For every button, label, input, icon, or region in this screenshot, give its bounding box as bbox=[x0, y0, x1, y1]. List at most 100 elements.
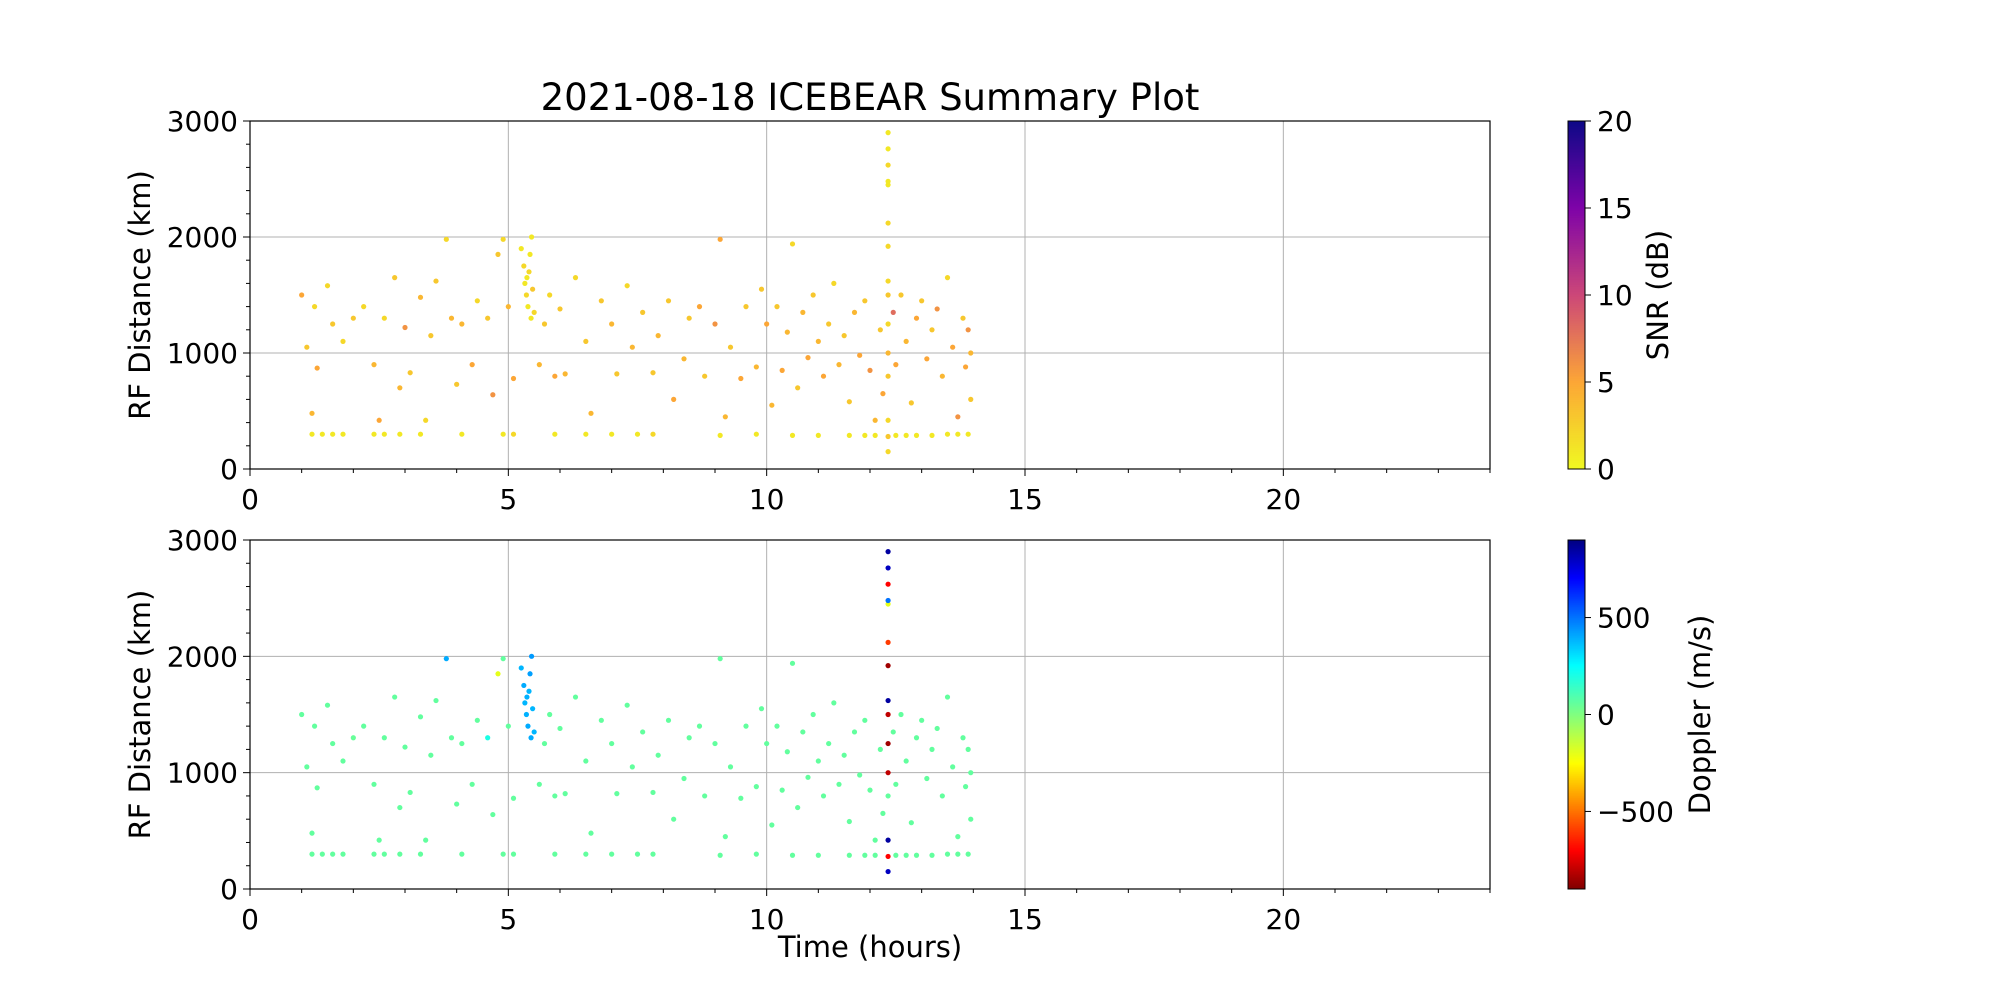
colorbar-segment bbox=[1568, 735, 1585, 737]
colorbar-segment bbox=[1568, 727, 1585, 729]
colorbar-segment bbox=[1568, 141, 1585, 143]
data-point bbox=[831, 700, 837, 706]
data-point bbox=[417, 294, 424, 300]
colorbar-segment bbox=[1568, 573, 1585, 575]
colorbar-segment bbox=[1568, 729, 1585, 731]
data-point bbox=[381, 315, 387, 321]
colorbar-segment bbox=[1568, 733, 1585, 735]
data-point bbox=[784, 749, 790, 755]
colorbar-segment bbox=[1568, 619, 1585, 621]
colorbar-segment bbox=[1568, 266, 1585, 268]
data-point bbox=[696, 304, 703, 310]
data-point bbox=[423, 417, 429, 423]
colorbar-segment bbox=[1568, 419, 1585, 421]
colorbar-segment bbox=[1568, 740, 1585, 742]
data-point bbox=[846, 818, 852, 825]
colorbar-segment bbox=[1568, 260, 1585, 262]
colorbar-segment bbox=[1568, 297, 1585, 299]
data-point bbox=[522, 700, 528, 706]
data-point bbox=[624, 702, 630, 708]
colorbar-segment bbox=[1568, 248, 1585, 250]
data-point bbox=[629, 764, 635, 770]
data-point bbox=[407, 789, 413, 796]
data-point bbox=[779, 367, 785, 373]
colorbar-segment bbox=[1568, 702, 1585, 704]
colorbar-segment bbox=[1568, 448, 1585, 450]
colorbar-segment bbox=[1568, 332, 1585, 334]
colorbar-segment bbox=[1568, 210, 1585, 212]
data-point bbox=[495, 671, 501, 677]
colorbar-segment bbox=[1568, 281, 1585, 283]
colorbar-segment bbox=[1568, 850, 1585, 852]
colorbar-segment bbox=[1568, 325, 1585, 327]
colorbar-segment bbox=[1568, 364, 1585, 366]
colorbar-segment bbox=[1568, 390, 1585, 392]
data-point bbox=[392, 275, 398, 281]
colorbar-segment bbox=[1568, 149, 1585, 151]
colorbar-segment bbox=[1568, 164, 1585, 166]
colorbar-segment bbox=[1568, 872, 1585, 874]
colorbar-segment bbox=[1568, 572, 1585, 574]
data-point bbox=[764, 321, 770, 327]
colorbar-segment bbox=[1568, 597, 1585, 599]
colorbar-segment bbox=[1568, 296, 1585, 298]
colorbar-segment bbox=[1568, 205, 1585, 207]
colorbar-segment bbox=[1568, 847, 1585, 849]
data-point bbox=[810, 292, 816, 298]
colorbar-segment bbox=[1568, 247, 1585, 249]
data-point bbox=[890, 729, 896, 735]
data-point bbox=[459, 851, 465, 857]
data-point bbox=[820, 373, 827, 379]
colorbar-segment bbox=[1568, 250, 1585, 252]
data-point bbox=[753, 851, 759, 857]
colorbar-segment bbox=[1568, 561, 1585, 563]
data-point bbox=[527, 251, 533, 257]
data-point bbox=[939, 373, 945, 379]
colorbar-segment bbox=[1568, 555, 1585, 557]
x-tick-label: 20 bbox=[1266, 483, 1302, 516]
colorbar-segment bbox=[1568, 649, 1585, 651]
colorbar-segment bbox=[1568, 694, 1585, 696]
colorbar-segment bbox=[1568, 191, 1585, 193]
data-point bbox=[795, 804, 801, 811]
data-point bbox=[727, 344, 734, 350]
data-point bbox=[717, 236, 723, 242]
x-axis-label: Time (hours) bbox=[777, 930, 962, 964]
colorbar-segment bbox=[1568, 156, 1585, 158]
colorbar-segment bbox=[1568, 459, 1585, 461]
colorbar-segment bbox=[1568, 402, 1585, 404]
colorbar-segment bbox=[1568, 354, 1585, 356]
colorbar-segment bbox=[1568, 189, 1585, 191]
colorbar-segment bbox=[1568, 603, 1585, 605]
colorbar-segment bbox=[1568, 828, 1585, 830]
colorbar-segment bbox=[1568, 397, 1585, 399]
colorbar-segment bbox=[1568, 691, 1585, 693]
colorbar-segment bbox=[1568, 737, 1585, 739]
colorbar-segment bbox=[1568, 418, 1585, 420]
colorbar-segment bbox=[1568, 604, 1585, 606]
colorbar-segment bbox=[1568, 541, 1585, 543]
colorbar-segment bbox=[1568, 817, 1585, 819]
colorbar-segment bbox=[1568, 799, 1585, 801]
data-point bbox=[944, 694, 951, 700]
colorbar-segment bbox=[1568, 347, 1585, 349]
colorbar-segment bbox=[1568, 285, 1585, 287]
data-point bbox=[717, 656, 723, 662]
data-point bbox=[528, 735, 534, 741]
colorbar-segment bbox=[1568, 801, 1585, 803]
data-point bbox=[913, 852, 920, 858]
data-point bbox=[528, 653, 535, 659]
colorbar-segment bbox=[1568, 434, 1585, 436]
colorbar-segment bbox=[1568, 736, 1585, 738]
colorbar-segment bbox=[1568, 138, 1585, 140]
data-point bbox=[885, 130, 891, 136]
colorbar-segment bbox=[1568, 403, 1585, 405]
colorbar-segment bbox=[1568, 298, 1585, 300]
colorbar-segment bbox=[1568, 432, 1585, 434]
colorbar-segment bbox=[1568, 382, 1585, 384]
colorbar-segment bbox=[1568, 755, 1585, 757]
colorbar-segment bbox=[1568, 270, 1585, 272]
colorbar-segment bbox=[1568, 251, 1585, 253]
colorbar-segment bbox=[1568, 182, 1585, 184]
colorbar-segment bbox=[1568, 882, 1585, 884]
